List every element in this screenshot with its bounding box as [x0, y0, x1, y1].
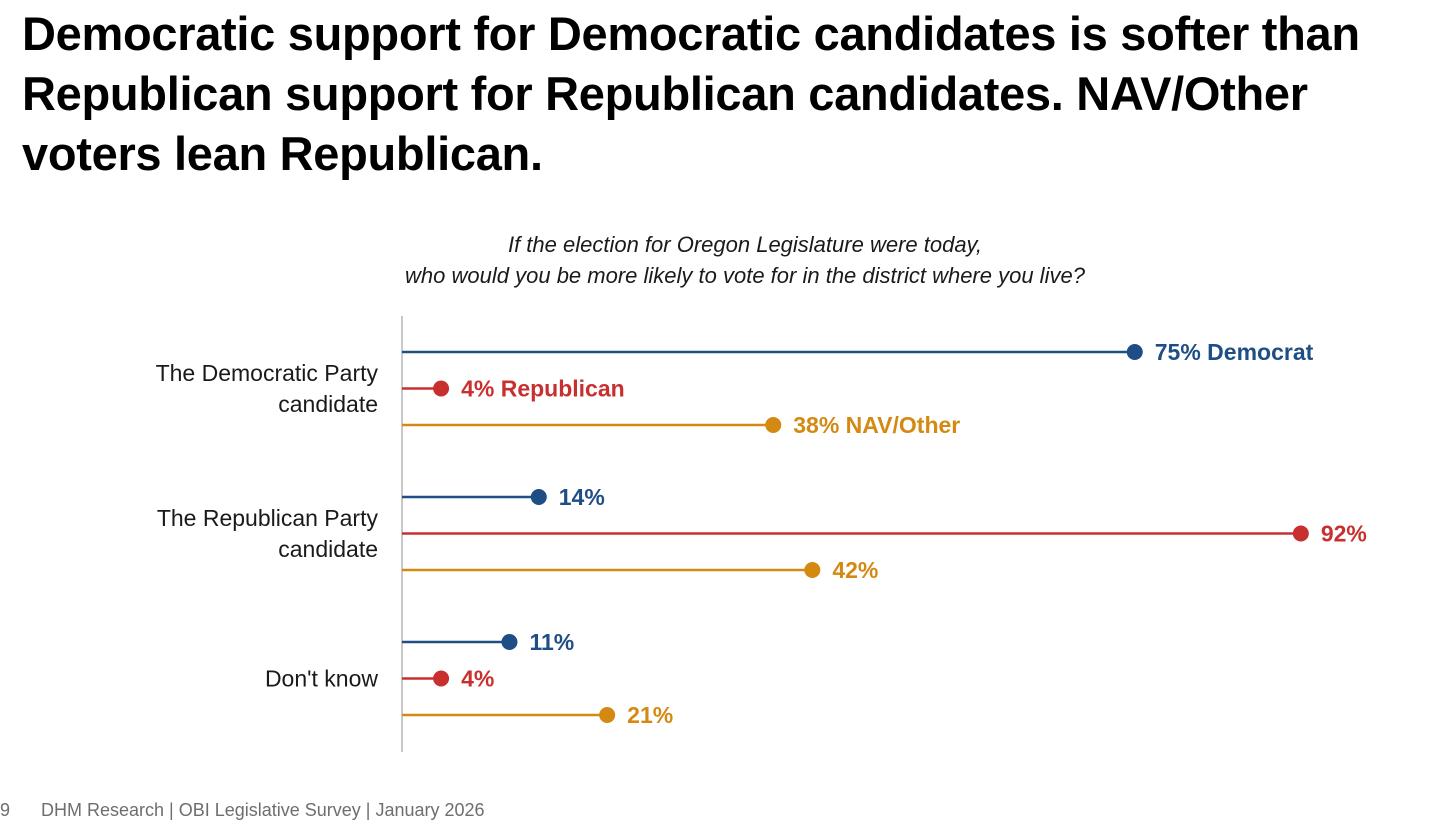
- lollipop-dot-democrat: [530, 489, 547, 505]
- data-label-nav-other: 21%: [627, 702, 673, 728]
- data-label-nav-other: 42%: [832, 557, 878, 583]
- page-number: 9: [0, 800, 11, 820]
- data-label-nav-other: 38% NAV/Other: [793, 412, 960, 438]
- data-label-republican: 4% Republican: [461, 376, 625, 402]
- lollipop-dot-nav-other: [599, 707, 616, 723]
- category-label: The Republican Party: [157, 505, 379, 531]
- data-label-republican: 92%: [1321, 521, 1367, 547]
- data-label-democrat: 11%: [529, 629, 574, 655]
- data-label-democrat: 75% Democrat: [1155, 339, 1314, 365]
- chart-question: If the election for Oregon Legislature w…: [300, 229, 1190, 291]
- lollipop-dot-republican: [433, 380, 450, 397]
- lollipop-dot-democrat: [1126, 344, 1143, 360]
- category-label: candidate: [278, 536, 378, 562]
- chart-question-line-1: If the election for Oregon Legislature w…: [507, 232, 983, 257]
- lollipop-dot-republican: [1292, 525, 1309, 542]
- lollipop-dot-nav-other: [765, 417, 782, 433]
- category-label: Don't know: [265, 666, 378, 692]
- lollipop-dot-nav-other: [804, 562, 821, 578]
- footer-source: DHM Research | OBI Legislative Survey | …: [41, 800, 485, 820]
- chart-question-line-2: who would you be more likely to vote for…: [405, 263, 1085, 288]
- category-label: candidate: [278, 391, 378, 417]
- data-label-republican: 4%: [461, 666, 494, 692]
- data-label-democrat: 14%: [559, 484, 605, 510]
- category-label: The Democratic Party: [156, 360, 379, 386]
- lollipop-dot-republican: [433, 670, 450, 687]
- lollipop-chart: The Democratic Party candidate 75% Democra…: [156, 316, 1367, 752]
- lollipop-dot-democrat: [501, 634, 518, 650]
- slide-title: Democratic support for Democratic candid…: [22, 7, 1360, 180]
